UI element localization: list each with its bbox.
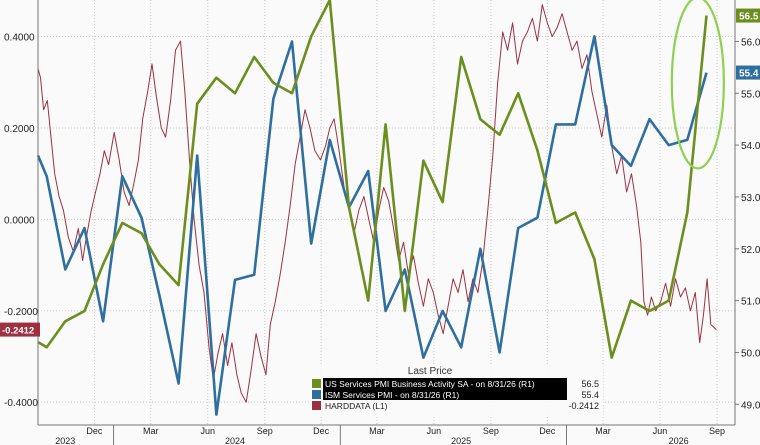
x-month-label: Mar [143,426,159,436]
x-month-label: Dec [86,426,103,436]
series-layer [36,0,717,416]
right-tick-label: 52.0 [741,245,760,256]
x-month-label: Dec [313,426,330,436]
highlight-ellipse [670,0,725,170]
legend-label: US Services PMI Business Activity SA - o… [325,379,535,389]
x-month-label: Mar [595,426,611,436]
x-month-label: Jun [201,426,216,436]
right-tick-label: 49.0 [741,400,760,411]
right-tick-label: 54.0 [741,141,760,152]
x-month-label: Jun [653,426,668,436]
legend-value: 56.5 [581,379,599,389]
legend-label-highlight [323,378,567,389]
x-month-label: Mar [369,426,385,436]
legend-value: 55.4 [581,390,599,400]
right-tick-label: 55.0 [741,89,760,100]
last-value-text: -0.2412 [2,326,34,337]
x-year-label: 2025 [451,436,471,445]
x-month-label: Sep [709,426,725,436]
series-line-1 [36,34,708,416]
left-tick-label: -0.2000 [4,307,38,318]
left-tick-label: -0.4000 [4,398,38,409]
x-month-label: Sep [257,426,273,436]
x-month-label: Sep [483,426,499,436]
legend-label-highlight [323,389,567,400]
right-tick-label: 50.0 [741,348,760,359]
series-line-0 [37,0,708,359]
last-value-text: 56.5 [739,12,759,23]
last-value-tag [736,65,760,80]
annotation-layer [670,0,725,170]
right-tick-label: 53.0 [741,193,760,204]
legend: Last Price US Services PMI Business Activ… [310,366,603,416]
right-tick-label: 56.0 [741,37,760,48]
legend-label: ISM Services PMI - on 8/31/26 (R1) [325,390,459,400]
right-tick-label: 51.0 [741,297,760,308]
last-value-tag [0,322,40,337]
last-value-text: 55.4 [739,69,759,80]
x-year-label: 2024 [225,436,245,445]
legend-title: Last Price [408,366,453,377]
left-tick-label: 0.4000 [4,33,35,44]
left-tick-label: 0.2000 [4,124,35,135]
legend-value: -0.2412 [568,401,599,411]
x-year-label: 2026 [669,436,689,445]
x-year-label: 2023 [55,436,75,445]
legend-swatch [312,390,321,399]
legend-swatch [312,401,321,410]
last-value-tag [736,8,760,23]
x-month-label: Jun [427,426,442,436]
legend-label: HARDDATA (L1) [325,401,388,411]
left-tick-label: 0.0000 [4,215,35,226]
x-month-label: Dec [539,426,556,436]
legend-swatch [312,379,321,388]
